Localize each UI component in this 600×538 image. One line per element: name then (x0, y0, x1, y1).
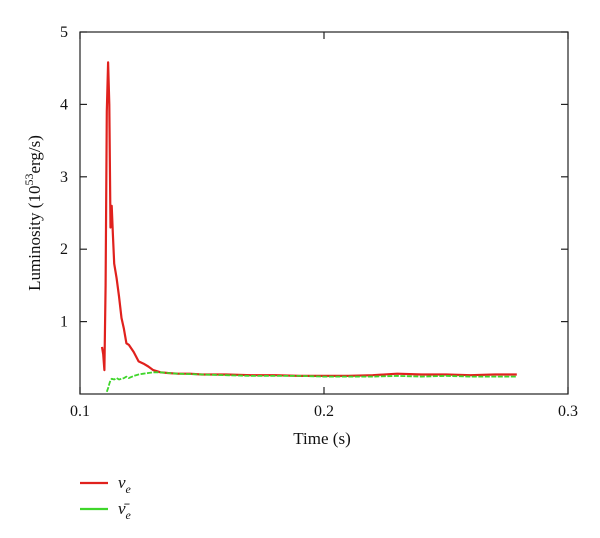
series-layer (100, 61, 517, 393)
x-tick-label: 0.2 (314, 403, 334, 420)
legend: νe ν̄e (80, 473, 132, 522)
y-tick-label: 1 (60, 314, 68, 331)
y-axis-label: Luminosity (1053erg/s) (22, 135, 44, 291)
legend-label: ν̄e (118, 499, 132, 522)
x-tick-label: 0.1 (70, 403, 90, 420)
legend-label: νe (118, 473, 132, 496)
series-line-nu-e-bar (105, 371, 517, 393)
y-axis-ticks: 1 2 3 4 5 (60, 24, 568, 331)
x-axis-ticks: 0.1 0.2 0.3 (70, 32, 578, 420)
y-tick-label: 4 (60, 96, 68, 113)
y-tick-label: 5 (60, 24, 68, 41)
y-tick-label: 3 (60, 169, 68, 186)
x-axis-label: Time (s) (293, 429, 350, 448)
y-tick-label: 2 (60, 241, 68, 258)
series-line-nu-e (100, 61, 517, 377)
x-tick-label: 0.3 (558, 403, 578, 420)
plot-frame (79, 31, 569, 395)
